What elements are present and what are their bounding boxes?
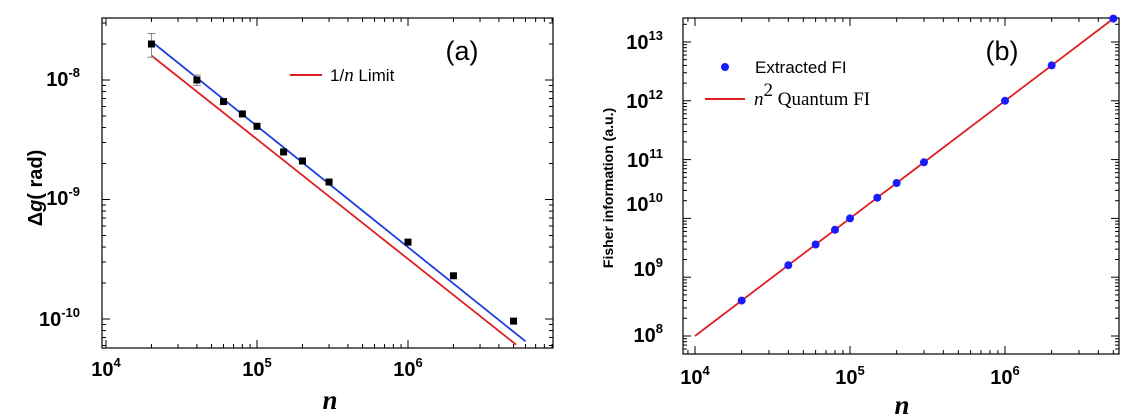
ytick-label-a-1: 10-9	[46, 184, 80, 210]
series-line-n2-quantum-fi	[694, 17, 1114, 337]
y-axis-title-a: Δg( rad)	[25, 150, 47, 227]
xtick-label-b-2: 106	[990, 363, 1019, 389]
x-axis-title-b: n	[894, 390, 909, 419]
data-point	[325, 178, 333, 186]
ytick-label-b-1: 109	[634, 255, 663, 281]
legend-label-extracted-fi: Extracted FI	[755, 58, 847, 77]
data-point	[510, 317, 518, 325]
panel-b: 108 109 1010 1011 1012 1013 104 105 106 …	[600, 14, 1120, 419]
data-point	[193, 76, 201, 84]
ytick-label-b-2: 1010	[626, 190, 663, 216]
data-point	[1047, 61, 1056, 70]
ytick-label-a-2: 10-8	[46, 65, 80, 91]
data-point	[1109, 14, 1118, 23]
panel-label-a: (a)	[446, 36, 479, 66]
data-point	[253, 122, 261, 130]
data-point	[404, 238, 412, 246]
data-point	[846, 214, 854, 223]
data-point	[737, 296, 746, 305]
ytick-label-b-3: 1011	[627, 146, 663, 172]
data-point	[784, 261, 793, 270]
axis-ticks-b	[683, 18, 1119, 354]
legend-label-quantum-fi: n2 Quantum FI	[754, 80, 870, 110]
data-point	[449, 272, 457, 280]
series-b	[694, 14, 1118, 337]
plot-frame-b	[682, 17, 1120, 355]
data-point	[238, 110, 246, 118]
ytick-label-a-0: 10-10	[39, 305, 80, 331]
series-a	[147, 32, 527, 346]
legend-label-limit: 1/n Limit	[330, 65, 395, 86]
data-point	[892, 178, 901, 187]
data-point	[298, 157, 306, 165]
data-point	[873, 193, 882, 202]
series-line-fit	[150, 40, 527, 343]
ytick-label-b-0: 108	[634, 321, 663, 347]
data-point	[919, 158, 928, 167]
xtick-label-a-0: 104	[91, 355, 121, 381]
data-point	[280, 148, 288, 156]
data-point	[220, 98, 228, 106]
xtick-label-b-0: 104	[680, 363, 710, 389]
data-point	[830, 225, 839, 234]
data-point	[811, 240, 820, 249]
x-axis-title-a: n	[322, 385, 337, 415]
panel-label-b: (b)	[986, 36, 1019, 66]
ytick-label-b-5: 1013	[626, 28, 663, 54]
panel-a: 10-10 10-9 10-8 104 105 106 n Δg( rad) (…	[25, 17, 554, 415]
ytick-label-b-4: 1012	[626, 87, 663, 113]
plot-frame-a	[101, 17, 554, 349]
xtick-label-a-1: 105	[242, 355, 271, 381]
xtick-label-a-2: 106	[393, 355, 422, 381]
legend-swatch-extracted-fi	[721, 63, 729, 71]
y-axis-title-b: Fisher information (a.u.)	[600, 108, 616, 268]
series-line-limit	[150, 54, 517, 346]
data-point	[1001, 96, 1009, 105]
xtick-label-b-1: 105	[835, 363, 864, 389]
axis-ticks-a	[102, 18, 553, 348]
data-point	[147, 40, 155, 48]
